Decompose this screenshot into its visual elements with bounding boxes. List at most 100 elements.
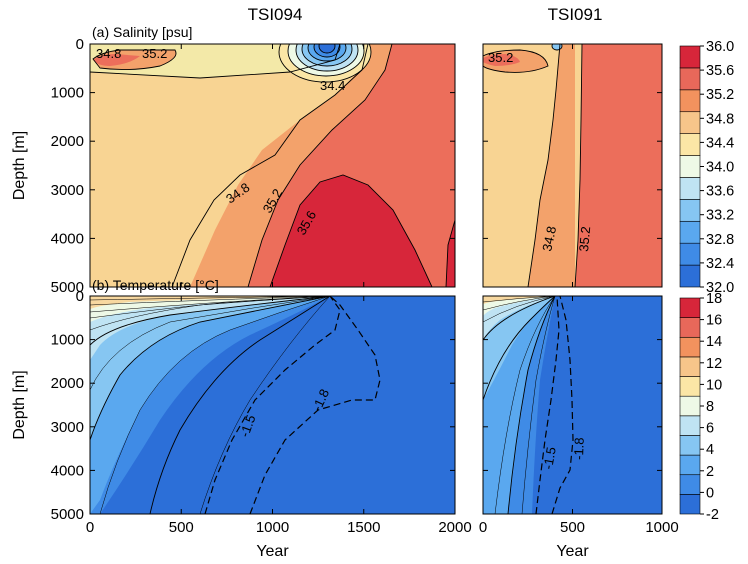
colorbar-tick-label: 6: [706, 421, 714, 437]
salinity-contour-34-8: [527, 44, 561, 287]
salinity-contour-35-2: [247, 44, 393, 287]
contour-label: 34.8: [539, 225, 559, 253]
colorbar-segment: [679, 242, 701, 266]
y-tick-label: 5000: [51, 506, 84, 523]
contour-label: 35.2: [142, 46, 167, 61]
salinity-contour-34-8: [171, 44, 369, 287]
colorbar-segment: [679, 435, 701, 456]
colorbar-segment: [679, 376, 701, 397]
colorbar-tick-label: 8: [706, 399, 714, 415]
y-axis-label: Depth [m]: [11, 370, 28, 439]
colorbar-tick-label: 35.2: [706, 87, 734, 103]
y-axis-label: Depth [m]: [11, 131, 28, 200]
colorbar-segment: [679, 474, 701, 495]
colorbar-segment: [679, 264, 701, 288]
y-tick-label: 3000: [51, 419, 84, 436]
colorbar-segment: [679, 415, 701, 436]
colorbar-tick-label: 32.0: [706, 280, 734, 296]
temperature-isotherm: [483, 296, 556, 323]
temperature-fill-4-6: [90, 296, 330, 440]
colorbar-tick-label: 14: [706, 334, 722, 350]
colorbar-tick-label: 32.4: [706, 256, 734, 272]
x-tick-label: 0: [86, 519, 94, 536]
y-tick-label: 2000: [51, 375, 84, 392]
x-tick-label: 500: [169, 519, 194, 536]
salinity-fill-35-8-right-strip: [446, 220, 455, 287]
temperature-isotherm: [483, 296, 556, 311]
colorbar-segment: [679, 177, 701, 200]
salinity-colorbar: 36.0 35.6 35.2 34.8 34.4 34.0 33.6 33.2 32.8 32.4…: [679, 39, 734, 296]
y-tick-label: 4000: [51, 462, 84, 479]
colorbar-segment: [679, 395, 701, 417]
salinity-fill-35-8: [270, 175, 432, 287]
salinity-fill-35-4: [575, 44, 662, 287]
colorbar-segment: [679, 133, 701, 156]
colorbar-segment: [679, 199, 701, 222]
colorbar-tick-label: -2: [706, 507, 719, 523]
colorbar-tick-label: 32.8: [706, 232, 734, 248]
temperature-contour-minus-1-5: [204, 296, 341, 514]
temperature-isotherm: [90, 296, 331, 346]
colorbar-segment: [679, 494, 701, 515]
temperature-isotherm: [521, 296, 556, 514]
temperature-fill-10-12: [483, 296, 555, 304]
temperature-panel-tsi094: -1.5 -1.8: [89, 295, 456, 515]
colorbar-tick-label: 34.0: [706, 160, 734, 176]
contour-label: 34.8: [96, 46, 121, 61]
salinity-contour-35-6: [269, 174, 433, 287]
temperature-fill-6-8: [90, 296, 330, 360]
panel-label-salinity: (a) Salinity [psu]: [92, 24, 192, 40]
y-tick-label: 0: [76, 288, 84, 305]
salinity-fill-topleft-inner: [483, 54, 520, 66]
salinity-fill-35-2-topleft: [93, 54, 140, 66]
colorbar-segment: [679, 89, 701, 113]
colorbar-tick-label: 33.2: [706, 208, 734, 224]
x-tick-label: 0: [479, 519, 487, 536]
colorbar-segment: [679, 45, 701, 69]
temperature-fill-6-8: [483, 296, 555, 340]
x-axis-label: Year: [556, 543, 589, 560]
colorbar-tick-label: 36.0: [706, 39, 734, 55]
contour-label: 34.4: [320, 78, 345, 93]
colorbar-segment: [679, 155, 701, 178]
colorbar-tick-label: 2: [706, 464, 714, 480]
temperature-isotherm: [149, 296, 331, 514]
colorbar-tick-label: 34.8: [706, 111, 734, 127]
y-tick-label: 1000: [51, 85, 84, 102]
colorbar-tick-label: 18: [706, 291, 722, 307]
colorbar-segment: [679, 297, 701, 318]
salinity-contour-topleft: [483, 49, 549, 73]
temperature-isotherm: [90, 296, 331, 306]
x-tick-label: 1000: [256, 519, 289, 536]
colorbar-tick-label: 16: [706, 313, 722, 329]
temperature-contour-minus-1-8: [249, 296, 381, 514]
temperature-fill-2-4: [90, 296, 330, 514]
temperature-isotherm: [99, 296, 331, 514]
colorbar-segment: [679, 220, 701, 244]
colorbar-segment: [679, 111, 701, 134]
y-tick-label: 3000: [51, 182, 84, 199]
temperature-contour-minus-1-8: [551, 296, 574, 514]
colorbar-segment: [679, 454, 701, 476]
salinity-contour-35-6-right: [445, 219, 455, 287]
colorbar-tick-label: 35.6: [706, 63, 734, 79]
salinity-panel-tsi091: 35.2 34.8 35.2: [482, 43, 663, 288]
colorbar-segment: [679, 67, 701, 91]
temperature-isotherm: [90, 296, 331, 331]
panel-title-tsi094: TSI094: [248, 5, 303, 24]
y-tick-label: 1000: [51, 332, 84, 349]
x-tick-label: 1500: [347, 519, 380, 536]
colorbar-tick-label: 4: [706, 442, 714, 458]
salinity-panel-tsi094: 34.8 35.2 34.4 34.8 35.2 35.6: [89, 43, 456, 288]
contour-label: 35.2: [488, 50, 513, 65]
temperature-fill-8-10: [483, 296, 555, 316]
contour-label: -1.5: [237, 413, 259, 439]
colorbar-tick-label: 12: [706, 356, 722, 372]
colorbar-tick-label: 33.6: [706, 184, 734, 200]
colorbar-tick-label: 0: [706, 485, 714, 501]
salinity-contour-35-2: [574, 44, 583, 287]
temperature-isotherm: [199, 296, 331, 514]
temperature-colorbar: 18 16 14 12 10 8 6 4 2 0 -2: [679, 291, 722, 523]
temperature-isotherm: [90, 296, 331, 313]
temperature-isotherm: [483, 296, 556, 401]
